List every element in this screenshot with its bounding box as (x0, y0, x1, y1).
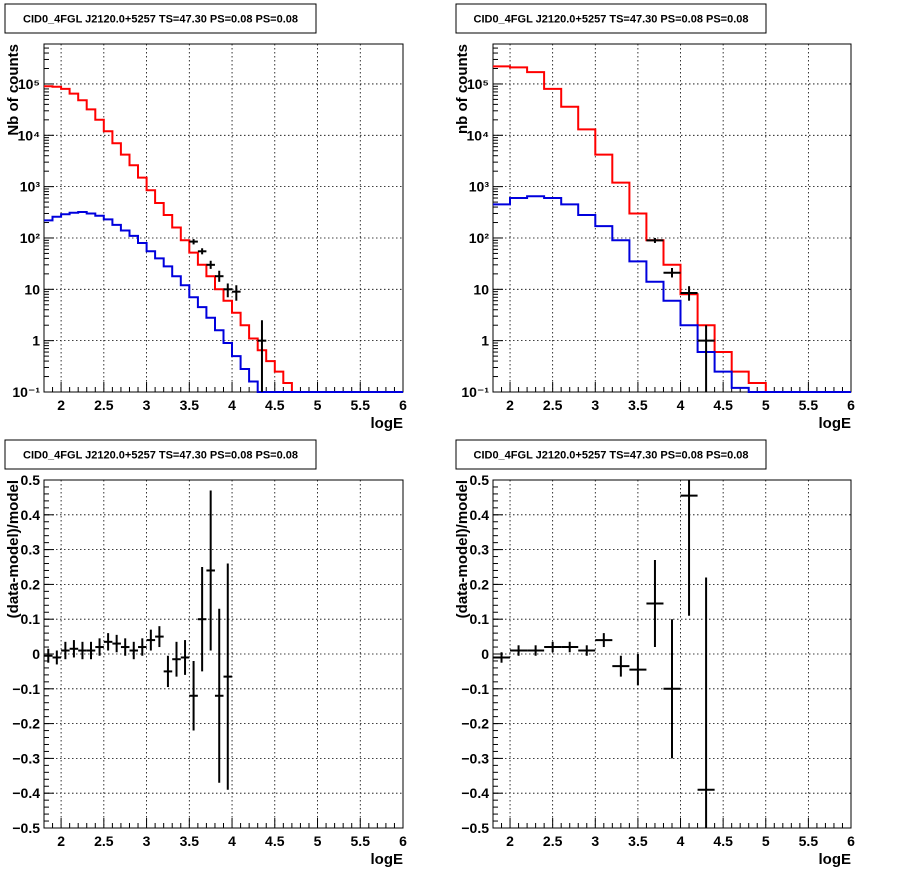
model-step-line (493, 65, 851, 393)
x-tick-label: 3.5 (180, 397, 200, 413)
x-tick-label: 4.5 (265, 833, 285, 849)
residual-panel-right: CID0_4FGL J2120.0+5257 TS=47.30 PS=0.08 … (454, 439, 855, 868)
y-tick-label: −0.2 (12, 716, 40, 732)
x-tick-label: 2 (506, 397, 514, 413)
y-axis-title: (data-model)/model (5, 480, 22, 618)
y-tick-label: −0.3 (461, 750, 489, 766)
x-tick-label: 3 (591, 397, 599, 413)
model-step-line (493, 195, 851, 393)
x-tick-label: 3 (143, 397, 151, 413)
y-axis-title: nb of counts (454, 44, 471, 134)
x-tick-label: 4 (677, 397, 685, 413)
x-tick-label: 3.5 (628, 397, 648, 413)
counts-panel-right: CID0_4FGL J2120.0+5257 TS=47.30 PS=0.08 … (454, 3, 855, 432)
title-box (4, 3, 317, 34)
x-tick-label: 6 (399, 397, 407, 413)
y-tick-label: 0.2 (470, 576, 490, 592)
y-tick-label: 10⁵ (467, 76, 489, 92)
x-tick-label: 2.5 (543, 397, 563, 413)
y-tick-label: 0.1 (470, 611, 490, 627)
x-tick-label: 5 (314, 833, 322, 849)
x-tick-label: 2.5 (94, 833, 114, 849)
x-tick-label: 6 (399, 833, 407, 849)
y-tick-label: −0.4 (461, 785, 489, 801)
x-tick-label: 4 (677, 833, 685, 849)
model-step-line (44, 211, 403, 393)
title-box (455, 439, 767, 470)
y-tick-label: 0.3 (21, 542, 41, 558)
x-tick-label: 2 (57, 833, 65, 849)
x-tick-label: 5.5 (799, 397, 819, 413)
x-tick-label: 5 (762, 833, 770, 849)
y-tick-label: −0.1 (12, 681, 40, 697)
chart-title: CID0_4FGL J2120.0+5257 TS=47.30 PS=0.08 … (23, 14, 298, 26)
x-tick-label: 3.5 (180, 833, 200, 849)
chart-title: CID0_4FGL J2120.0+5257 TS=47.30 PS=0.08 … (23, 450, 298, 462)
plot-frame (492, 43, 852, 393)
y-tick-label: 10³ (469, 179, 490, 195)
y-tick-label: −0.5 (461, 820, 489, 836)
y-tick-label: 10⁻¹ (12, 384, 40, 400)
y-tick-label: 0.4 (21, 507, 41, 523)
y-tick-label: 0.1 (21, 611, 41, 627)
x-tick-label: 5 (314, 397, 322, 413)
x-tick-label: 4 (228, 397, 236, 413)
y-tick-label: −0.3 (12, 750, 40, 766)
chart-title: CID0_4FGL J2120.0+5257 TS=47.30 PS=0.08 … (474, 14, 749, 26)
x-tick-label: 5 (762, 397, 770, 413)
x-tick-label: 2 (506, 833, 514, 849)
y-tick-label: 10⁴ (467, 127, 490, 143)
x-tick-label: 2 (57, 397, 65, 413)
x-axis-title: logE (371, 415, 404, 432)
y-tick-label: 10 (24, 281, 40, 297)
x-tick-label: 2.5 (94, 397, 114, 413)
residual-panel-left: CID0_4FGL J2120.0+5257 TS=47.30 PS=0.08 … (4, 439, 407, 868)
y-tick-label: 10 (473, 281, 489, 297)
y-tick-label: 1 (481, 333, 489, 349)
y-axis-title: Nb of counts (5, 44, 22, 136)
y-tick-label: 10⁴ (18, 127, 41, 143)
y-tick-label: −0.1 (461, 681, 489, 697)
x-tick-label: 5.5 (351, 397, 371, 413)
y-tick-label: 1 (32, 333, 40, 349)
x-tick-label: 6 (847, 397, 855, 413)
y-tick-label: 10⁻¹ (461, 384, 489, 400)
y-tick-label: −0.4 (12, 785, 40, 801)
title-box (4, 439, 317, 470)
y-tick-label: −0.2 (461, 716, 489, 732)
x-tick-label: 4.5 (713, 397, 733, 413)
y-tick-label: 10² (20, 230, 41, 246)
y-tick-label: 10⁵ (18, 76, 40, 92)
y-tick-label: 0 (32, 646, 40, 662)
y-tick-label: 0.5 (470, 472, 490, 488)
x-tick-label: 4.5 (713, 833, 733, 849)
x-tick-label: 3 (591, 833, 599, 849)
x-axis-title: logE (819, 415, 852, 432)
y-tick-label: 0.3 (470, 542, 490, 558)
x-tick-label: 3.5 (628, 833, 648, 849)
x-tick-label: 4 (228, 833, 236, 849)
y-tick-label: 10² (469, 230, 490, 246)
y-tick-label: 0.4 (470, 507, 490, 523)
chart-title: CID0_4FGL J2120.0+5257 TS=47.30 PS=0.08 … (474, 450, 749, 462)
counts-panel-left: CID0_4FGL J2120.0+5257 TS=47.30 PS=0.08 … (4, 3, 407, 432)
x-tick-label: 3 (143, 833, 151, 849)
y-tick-label: 0 (481, 646, 489, 662)
y-tick-label: 0.2 (21, 576, 41, 592)
title-box (455, 3, 767, 34)
x-axis-title: logE (819, 851, 852, 868)
y-tick-label: −0.5 (12, 820, 40, 836)
x-axis-title: logE (371, 851, 404, 868)
y-axis-title: (data-model)/model (454, 480, 471, 618)
x-tick-label: 6 (847, 833, 855, 849)
x-tick-label: 5.5 (799, 833, 819, 849)
x-tick-label: 2.5 (543, 833, 563, 849)
x-tick-label: 5.5 (351, 833, 371, 849)
x-tick-label: 4.5 (265, 397, 285, 413)
y-tick-label: 0.5 (21, 472, 41, 488)
y-tick-label: 10³ (20, 179, 41, 195)
model-step-line (44, 85, 403, 393)
